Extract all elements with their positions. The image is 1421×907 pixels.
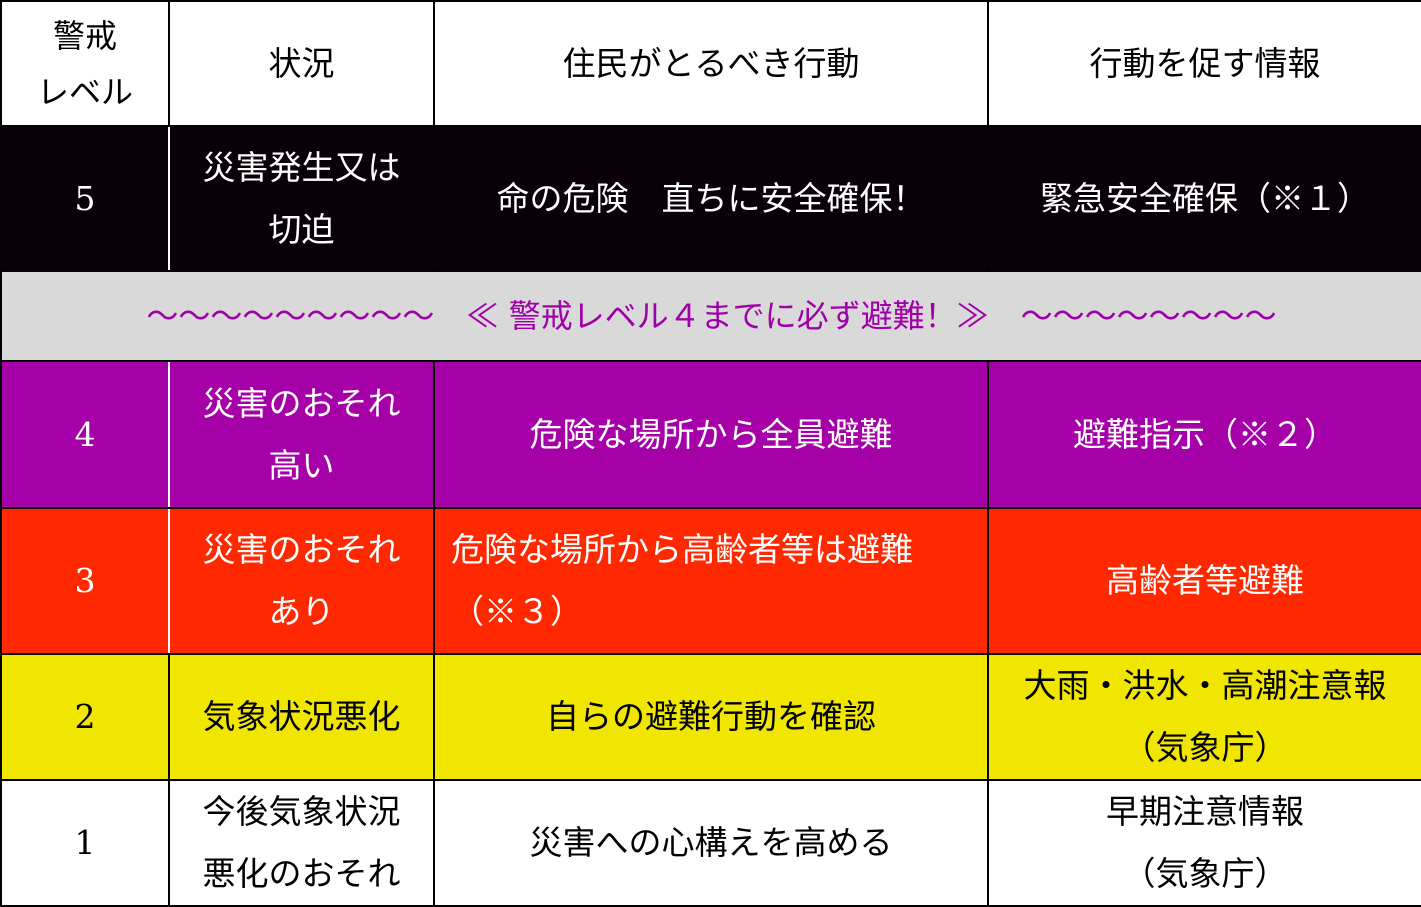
level-cell: 5 <box>0 125 170 272</box>
situation-cell: 災害発生又は 切迫 <box>168 125 435 272</box>
banner-row: ～～～～～～～～～ ≪ 警戒レベル４までに必ず避難！≫ ～～～～～～～～ <box>0 270 1421 362</box>
situation-cell: 気象状況悪化 <box>168 653 435 781</box>
info-line: （気象庁） <box>1122 854 1288 893</box>
info-line: （気象庁） <box>1122 728 1288 767</box>
level-cell: 1 <box>0 779 170 907</box>
info-cell: 早期注意情報 （気象庁） <box>987 779 1421 907</box>
info-cell: 大雨・洪水・高潮注意報 （気象庁） <box>987 653 1421 781</box>
header-situation: 状況 <box>168 0 435 127</box>
situation-cell: 今後気象状況 悪化のおそれ <box>168 779 435 907</box>
action-cell: 自らの避難行動を確認 <box>433 653 989 781</box>
situation-cell: 災害のおそれ 高い <box>168 360 435 509</box>
action-cell: 命の危険 直ちに安全確保！ <box>433 125 989 272</box>
table-row-level-3: 3 災害のおそれ あり 危険な場所から高齢者等は避難 （※３） 高齢者等避難 <box>0 507 1421 655</box>
action-cell: 危険な場所から全員避難 <box>433 360 989 509</box>
info-cell: 避難指示（※２） <box>987 360 1421 509</box>
situation-line: 今後気象状況 <box>202 792 401 831</box>
situation-line: あり <box>268 592 335 631</box>
level-cell: 4 <box>0 360 170 509</box>
action-cell: 災害への心構えを高める <box>433 779 989 907</box>
header-level-line2: レベル <box>36 72 133 111</box>
situation-line: 災害のおそれ <box>202 383 401 423</box>
level-cell: 2 <box>0 653 170 781</box>
info-line: 大雨・洪水・高潮注意報 <box>1023 666 1387 705</box>
situation-line: 災害のおそれ <box>202 530 401 569</box>
situation-line: 悪化のおそれ <box>202 854 401 893</box>
action-line: （※３） <box>451 592 583 631</box>
evacuate-by-level-4-banner: ～～～～～～～～～ ≪ 警戒レベル４までに必ず避難！≫ ～～～～～～～～ <box>0 270 1421 362</box>
header-info: 行動を促す情報 <box>987 0 1421 127</box>
header-row: 警戒レベル 状況 住民がとるべき行動 行動を促す情報 <box>0 0 1421 127</box>
situation-cell: 災害のおそれ あり <box>168 507 435 655</box>
table-row-level-2: 2 気象状況悪化 自らの避難行動を確認 大雨・洪水・高潮注意報 （気象庁） <box>0 653 1421 781</box>
table-row-level-5: 5 災害発生又は 切迫 命の危険 直ちに安全確保！ 緊急安全確保（※１） <box>0 125 1421 272</box>
info-line: 早期注意情報 <box>1106 792 1304 831</box>
table-row-level-1: 1 今後気象状況 悪化のおそれ 災害への心構えを高める 早期注意情報 （気象庁） <box>0 779 1421 907</box>
situation-line: 高い <box>268 445 335 485</box>
header-level-line1: 警戒 <box>52 16 117 55</box>
situation-line: 災害発生又は <box>202 147 401 187</box>
header-action: 住民がとるべき行動 <box>433 0 989 127</box>
action-line: 危険な場所から高齢者等は避難 <box>451 530 913 569</box>
info-cell: 高齢者等避難 <box>987 507 1421 655</box>
table-row-level-4: 4 災害のおそれ 高い 危険な場所から全員避難 避難指示（※２） <box>0 360 1421 509</box>
header-level: 警戒 レベル <box>0 0 170 127</box>
situation-line: 切迫 <box>268 209 335 249</box>
info-cell: 緊急安全確保（※１） <box>987 125 1421 272</box>
level-cell: 3 <box>0 507 170 655</box>
action-cell: 危険な場所から高齢者等は避難 （※３） <box>433 507 989 655</box>
